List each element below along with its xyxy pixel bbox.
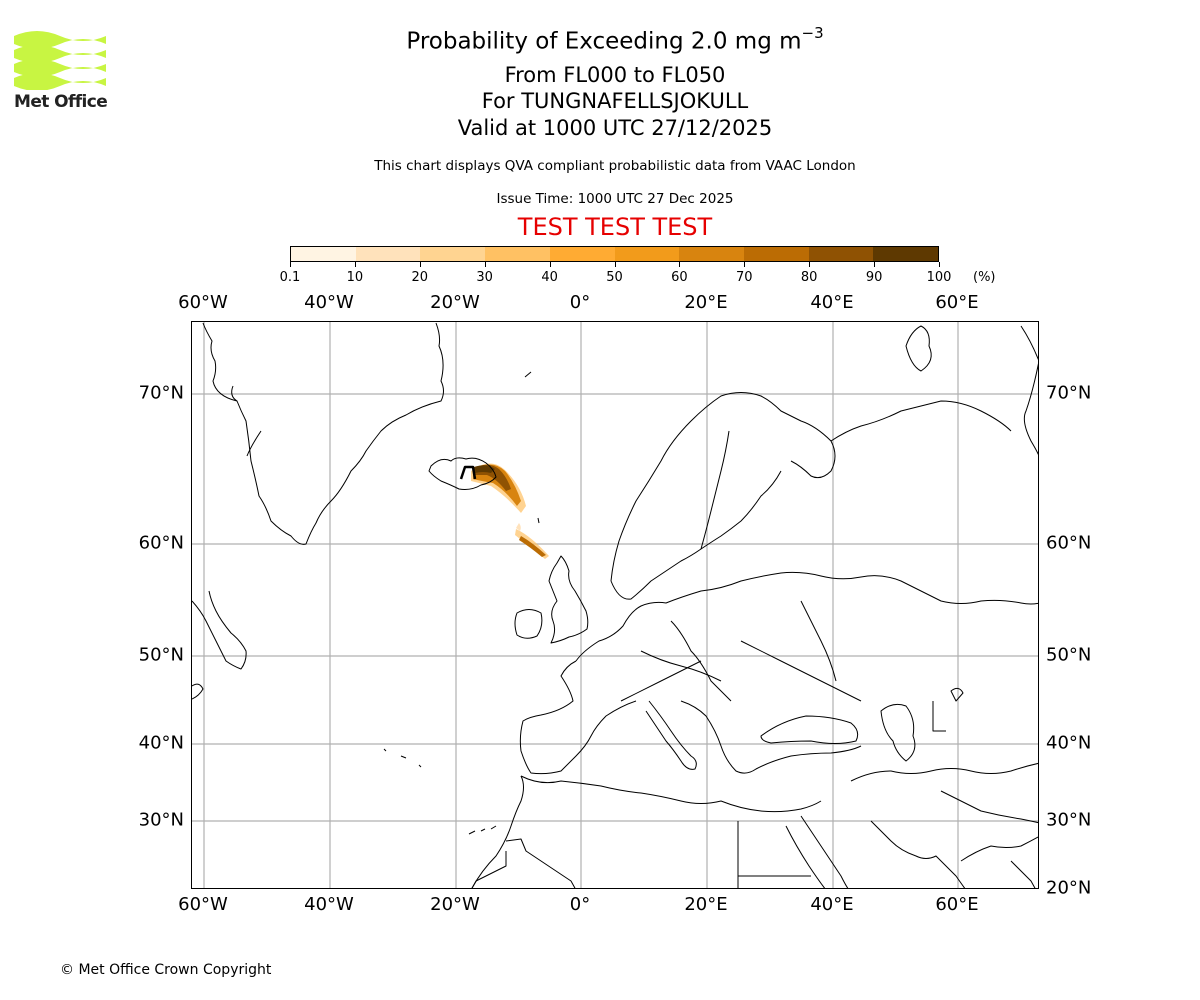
copyright: © Met Office Crown Copyright <box>60 962 272 978</box>
latitude-label: 50°N <box>1046 644 1092 666</box>
colorbar-tick <box>874 262 876 267</box>
colorbar-segment <box>355 247 421 261</box>
met-office-logo: Met Office <box>14 30 108 112</box>
flight-levels: From FL000 to FL050 <box>504 63 726 87</box>
volcano-name: For TUNGNAFELLSJOKULL <box>481 89 749 113</box>
colorbar-tick-label: 60 <box>671 270 688 285</box>
longitude-label: 60°W <box>178 292 228 313</box>
longitude-label: 20°E <box>684 894 728 915</box>
colorbar-tick-label: 40 <box>541 270 558 285</box>
longitude-label: 0° <box>569 292 591 313</box>
gridlines <box>192 322 1038 888</box>
colorbar-tick-label: 80 <box>800 270 818 285</box>
longitude-label: 40°W <box>304 894 354 915</box>
colorbar-tick <box>484 262 486 267</box>
colorbar-segment <box>614 247 680 261</box>
longitude-label: 60°E <box>935 894 979 915</box>
latitude-label: 30°N <box>1046 809 1092 831</box>
colorbar-unit: (%) <box>973 270 996 285</box>
colorbar-segment <box>549 247 615 261</box>
latitude-label: 70°N <box>138 382 184 404</box>
disclaimer: This chart displays QVA compliant probab… <box>374 158 856 174</box>
longitude-label: 60°W <box>178 894 228 915</box>
colorbar-segment <box>291 247 356 261</box>
colorbar-segment <box>420 247 486 261</box>
colorbar-tick-label: 30 <box>476 270 493 285</box>
latitude-label: 60°N <box>138 532 184 554</box>
latitude-label: 40°N <box>138 732 184 754</box>
ash-plume <box>471 463 549 559</box>
latitude-label: 20°N <box>1046 877 1092 899</box>
colorbar-segment <box>743 247 809 261</box>
colorbar-segment <box>485 247 550 261</box>
latitude-label: 70°N <box>1046 382 1092 404</box>
longitude-label: 40°W <box>304 292 354 313</box>
latitude-label: 50°N <box>138 644 184 666</box>
longitude-label: 40°E <box>810 894 854 915</box>
longitude-label: 40°E <box>810 292 854 313</box>
map-canvas <box>192 322 1038 888</box>
issue-time: Issue Time: 1000 UTC 27 Dec 2025 <box>496 191 734 207</box>
latitude-label: 30°N <box>138 809 184 831</box>
colorbar-tick-label: 90 <box>865 270 883 285</box>
colorbar-tick-label: 20 <box>411 270 429 285</box>
longitude-label: 0° <box>569 894 591 915</box>
latitude-label: 60°N <box>1046 532 1092 554</box>
coastlines <box>192 322 1038 888</box>
colorbar-tick <box>354 262 356 267</box>
longitude-label: 20°W <box>430 292 480 313</box>
colorbar-tick <box>809 262 811 267</box>
colorbar-tick-label: 100 <box>926 270 952 285</box>
logo-text: Met Office <box>14 92 108 112</box>
colorbar-tick <box>419 262 421 267</box>
colorbar-segment <box>679 247 744 261</box>
test-banner: TEST TEST TEST <box>517 213 713 241</box>
latitude-label: 40°N <box>1046 732 1092 754</box>
longitude-label: 60°E <box>935 292 979 313</box>
colorbar-tick <box>549 262 551 267</box>
longitude-label: 20°E <box>684 292 728 313</box>
chart-title: Probability of Exceeding 2.0 mg m−3 <box>406 24 824 55</box>
waves-icon <box>14 31 106 91</box>
colorbar-tick-label: 50 <box>606 270 623 285</box>
valid-time: Valid at 1000 UTC 27/12/2025 <box>457 116 773 140</box>
colorbar <box>290 246 939 262</box>
colorbar-tick <box>679 262 681 267</box>
longitude-label: 20°W <box>430 894 480 915</box>
colorbar-tick-label: 0.1 <box>279 270 301 285</box>
colorbar-tick <box>290 262 291 267</box>
colorbar-tick-label: 10 <box>346 270 364 285</box>
colorbar-tick <box>614 262 616 267</box>
colorbar-segment <box>808 247 874 261</box>
colorbar-tick <box>744 262 746 267</box>
map-panel[interactable] <box>191 321 1039 889</box>
colorbar-segment <box>873 247 939 261</box>
colorbar-tick-label: 70 <box>736 270 753 285</box>
colorbar-tick <box>939 262 940 267</box>
